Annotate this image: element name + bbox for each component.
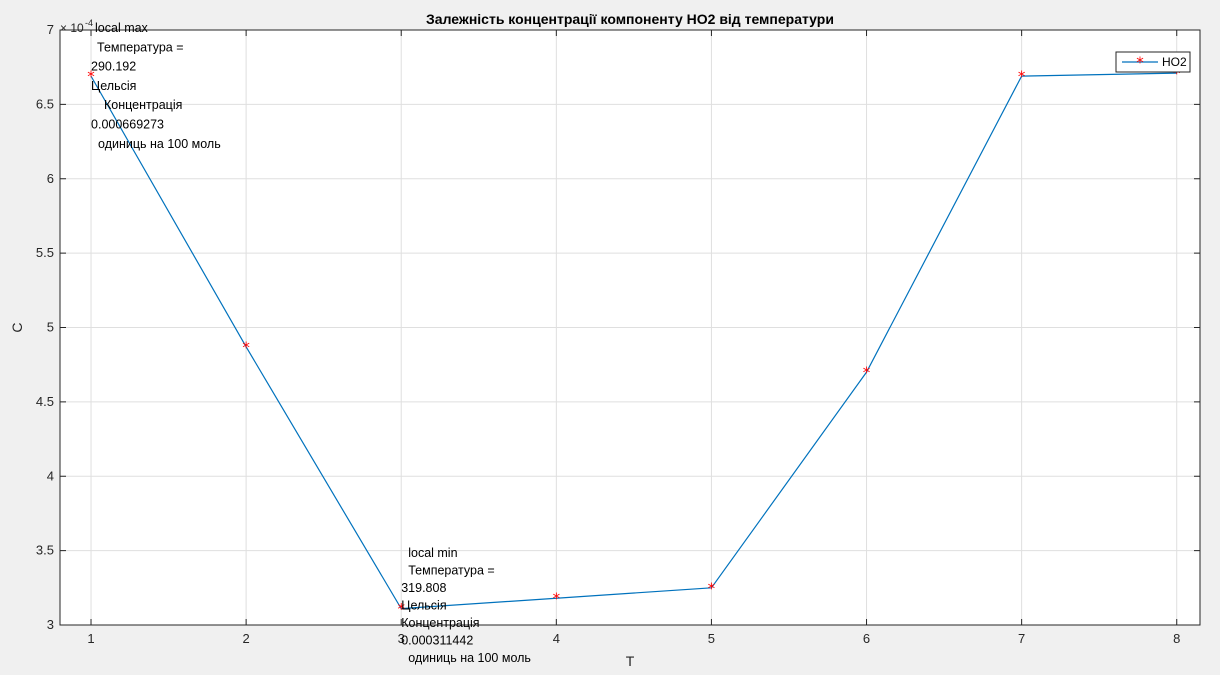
annotation-line: Цельсія <box>401 599 446 613</box>
annotation-line: Концентрація <box>104 98 182 112</box>
y-axis-label: C <box>9 322 25 332</box>
series-line <box>90 72 1177 610</box>
x-tick-label: 6 <box>863 631 870 646</box>
y-axis-exponent: × 10 -4 <box>60 18 93 35</box>
x-tick-label: 1 <box>87 631 94 646</box>
y-tick-label: 6.5 <box>36 96 54 111</box>
annotation-line: 319.808 <box>401 581 446 595</box>
x-tick-label: 5 <box>708 631 715 646</box>
x-tick-label: 4 <box>553 631 560 646</box>
data-point-marker: * <box>553 590 561 608</box>
annotation-line: Температура = <box>97 40 183 54</box>
annotation-line: одиниць на 100 моль <box>98 137 221 151</box>
y-tick-label: 5 <box>47 320 54 335</box>
chart-title: Залежність концентрації компоненту НО2 в… <box>426 11 834 27</box>
y-exponent-power: -4 <box>85 18 93 28</box>
legend[interactable]: * HO2 <box>1115 51 1191 73</box>
data-point-marker: * <box>708 579 716 597</box>
data-point-marker: * <box>863 364 871 382</box>
annotation-line: 0.000669273 <box>91 118 164 132</box>
annotation-line: 290.192 <box>91 60 136 74</box>
annotation-line: Концентрація <box>401 616 479 630</box>
data-point-marker: * <box>1173 65 1181 83</box>
series-group: * * * * * * * * <box>87 65 1181 619</box>
x-axis-label: T <box>626 653 635 669</box>
x-tick-label: 7 <box>1018 631 1025 646</box>
data-point-marker: * <box>242 338 250 356</box>
annotation-line: Температура = <box>408 564 494 578</box>
data-point-marker: * <box>397 600 405 618</box>
y-tick-label: 7 <box>47 22 54 37</box>
y-tick-label: 4.5 <box>36 394 54 409</box>
annotation-line: local min <box>408 546 457 560</box>
x-tick-label: 3 <box>398 631 405 646</box>
y-tick-label: 5.5 <box>36 245 54 260</box>
x-tick-label: 8 <box>1173 631 1180 646</box>
annotation-line: одиниць на 100 моль <box>408 651 531 665</box>
data-point-marker: * <box>1018 68 1026 86</box>
data-tip-annotations: local max Температура = 290.192 Цельсія Конц… <box>91 21 531 665</box>
y-tick-label: 6 <box>47 171 54 186</box>
x-tick-label: 2 <box>243 631 250 646</box>
data-point-marker: * <box>87 68 95 86</box>
y-tick-label: 3 <box>47 617 54 632</box>
annotation-line: 0.000311442 <box>401 634 473 648</box>
legend-entry-label: HO2 <box>1162 55 1187 69</box>
y-tick-label: 4 <box>47 468 54 483</box>
y-exponent-base: × 10 <box>60 21 84 35</box>
y-tick-label: 3.5 <box>36 543 54 558</box>
annotation-line: local max <box>95 21 149 35</box>
axis-ticks: 1 2 3 4 5 6 7 8 3 3.5 4 4.5 5 5.5 6 6.5 7 <box>36 22 1200 646</box>
legend-marker-sample: * <box>1136 54 1144 72</box>
annotation-line: Цельсія <box>91 79 136 93</box>
